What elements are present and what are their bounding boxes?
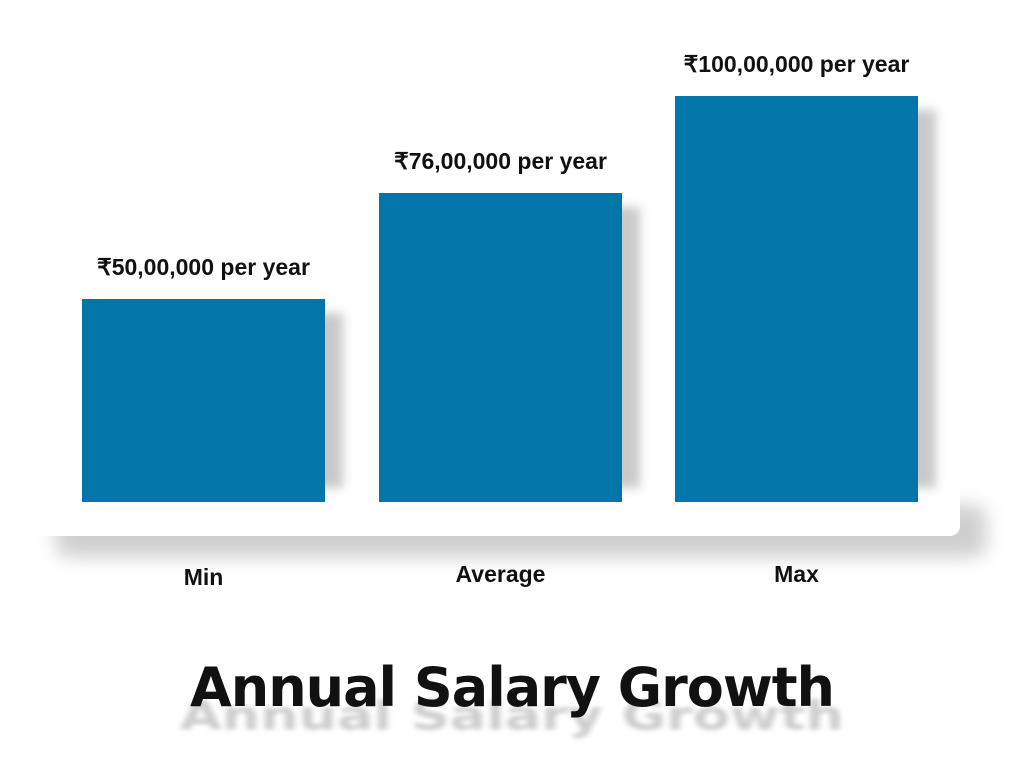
bar-max — [675, 96, 918, 502]
category-label-average: Average — [455, 561, 546, 587]
chart-title-reflection: Annual Salary Growth — [180, 691, 844, 740]
value-label-max: ₹100,00,000 per year — [683, 51, 910, 77]
bar-min — [82, 299, 325, 502]
category-label-min: Min — [183, 564, 224, 590]
value-label-average: ₹76,00,000 per year — [394, 148, 607, 174]
value-label-min: ₹50,00,000 per year — [97, 254, 310, 280]
category-label-max: Max — [774, 561, 819, 587]
chart-title: Annual Salary Growth — [190, 656, 835, 719]
chart-title-block: Annual Salary Growth Annual Salary Growt… — [0, 650, 1024, 740]
bar-average — [379, 193, 622, 502]
